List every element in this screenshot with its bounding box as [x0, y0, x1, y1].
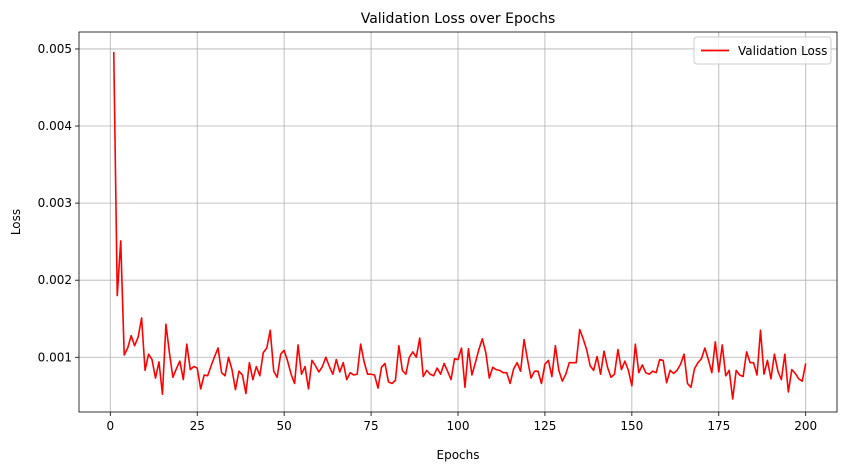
y-tick-label: 0.001	[38, 350, 72, 364]
x-tick-label: 200	[794, 419, 817, 433]
y-axis-label: Loss	[9, 209, 23, 235]
series-layer	[112, 52, 807, 400]
chart-title: Validation Loss over Epochs	[361, 11, 556, 27]
y-tick-label: 0.002	[38, 273, 72, 287]
x-tick-label: 100	[447, 419, 470, 433]
x-tick-label: 75	[363, 419, 378, 433]
x-tick-label: 175	[707, 419, 730, 433]
x-tick-label: 0	[106, 419, 114, 433]
y-tick-label: 0.004	[38, 119, 72, 133]
y-tick-label: 0.003	[38, 196, 72, 210]
x-tick-label: 50	[277, 419, 292, 433]
legend: Validation Loss	[693, 36, 832, 65]
x-tick-label: 125	[533, 419, 556, 433]
x-axis-label: Epochs	[437, 448, 480, 462]
legend-box	[693, 36, 832, 65]
series-line-validation-loss	[112, 52, 807, 400]
y-tick-label: 0.005	[38, 42, 72, 56]
legend-label-validation-loss: Validation Loss	[738, 44, 827, 58]
x-tick-label: 150	[620, 419, 643, 433]
x-tick-label: 25	[190, 419, 205, 433]
ticks: 0 25 50 75 100 125 150 175 200 0.001 0.002 0.003 0.0…	[38, 42, 818, 433]
